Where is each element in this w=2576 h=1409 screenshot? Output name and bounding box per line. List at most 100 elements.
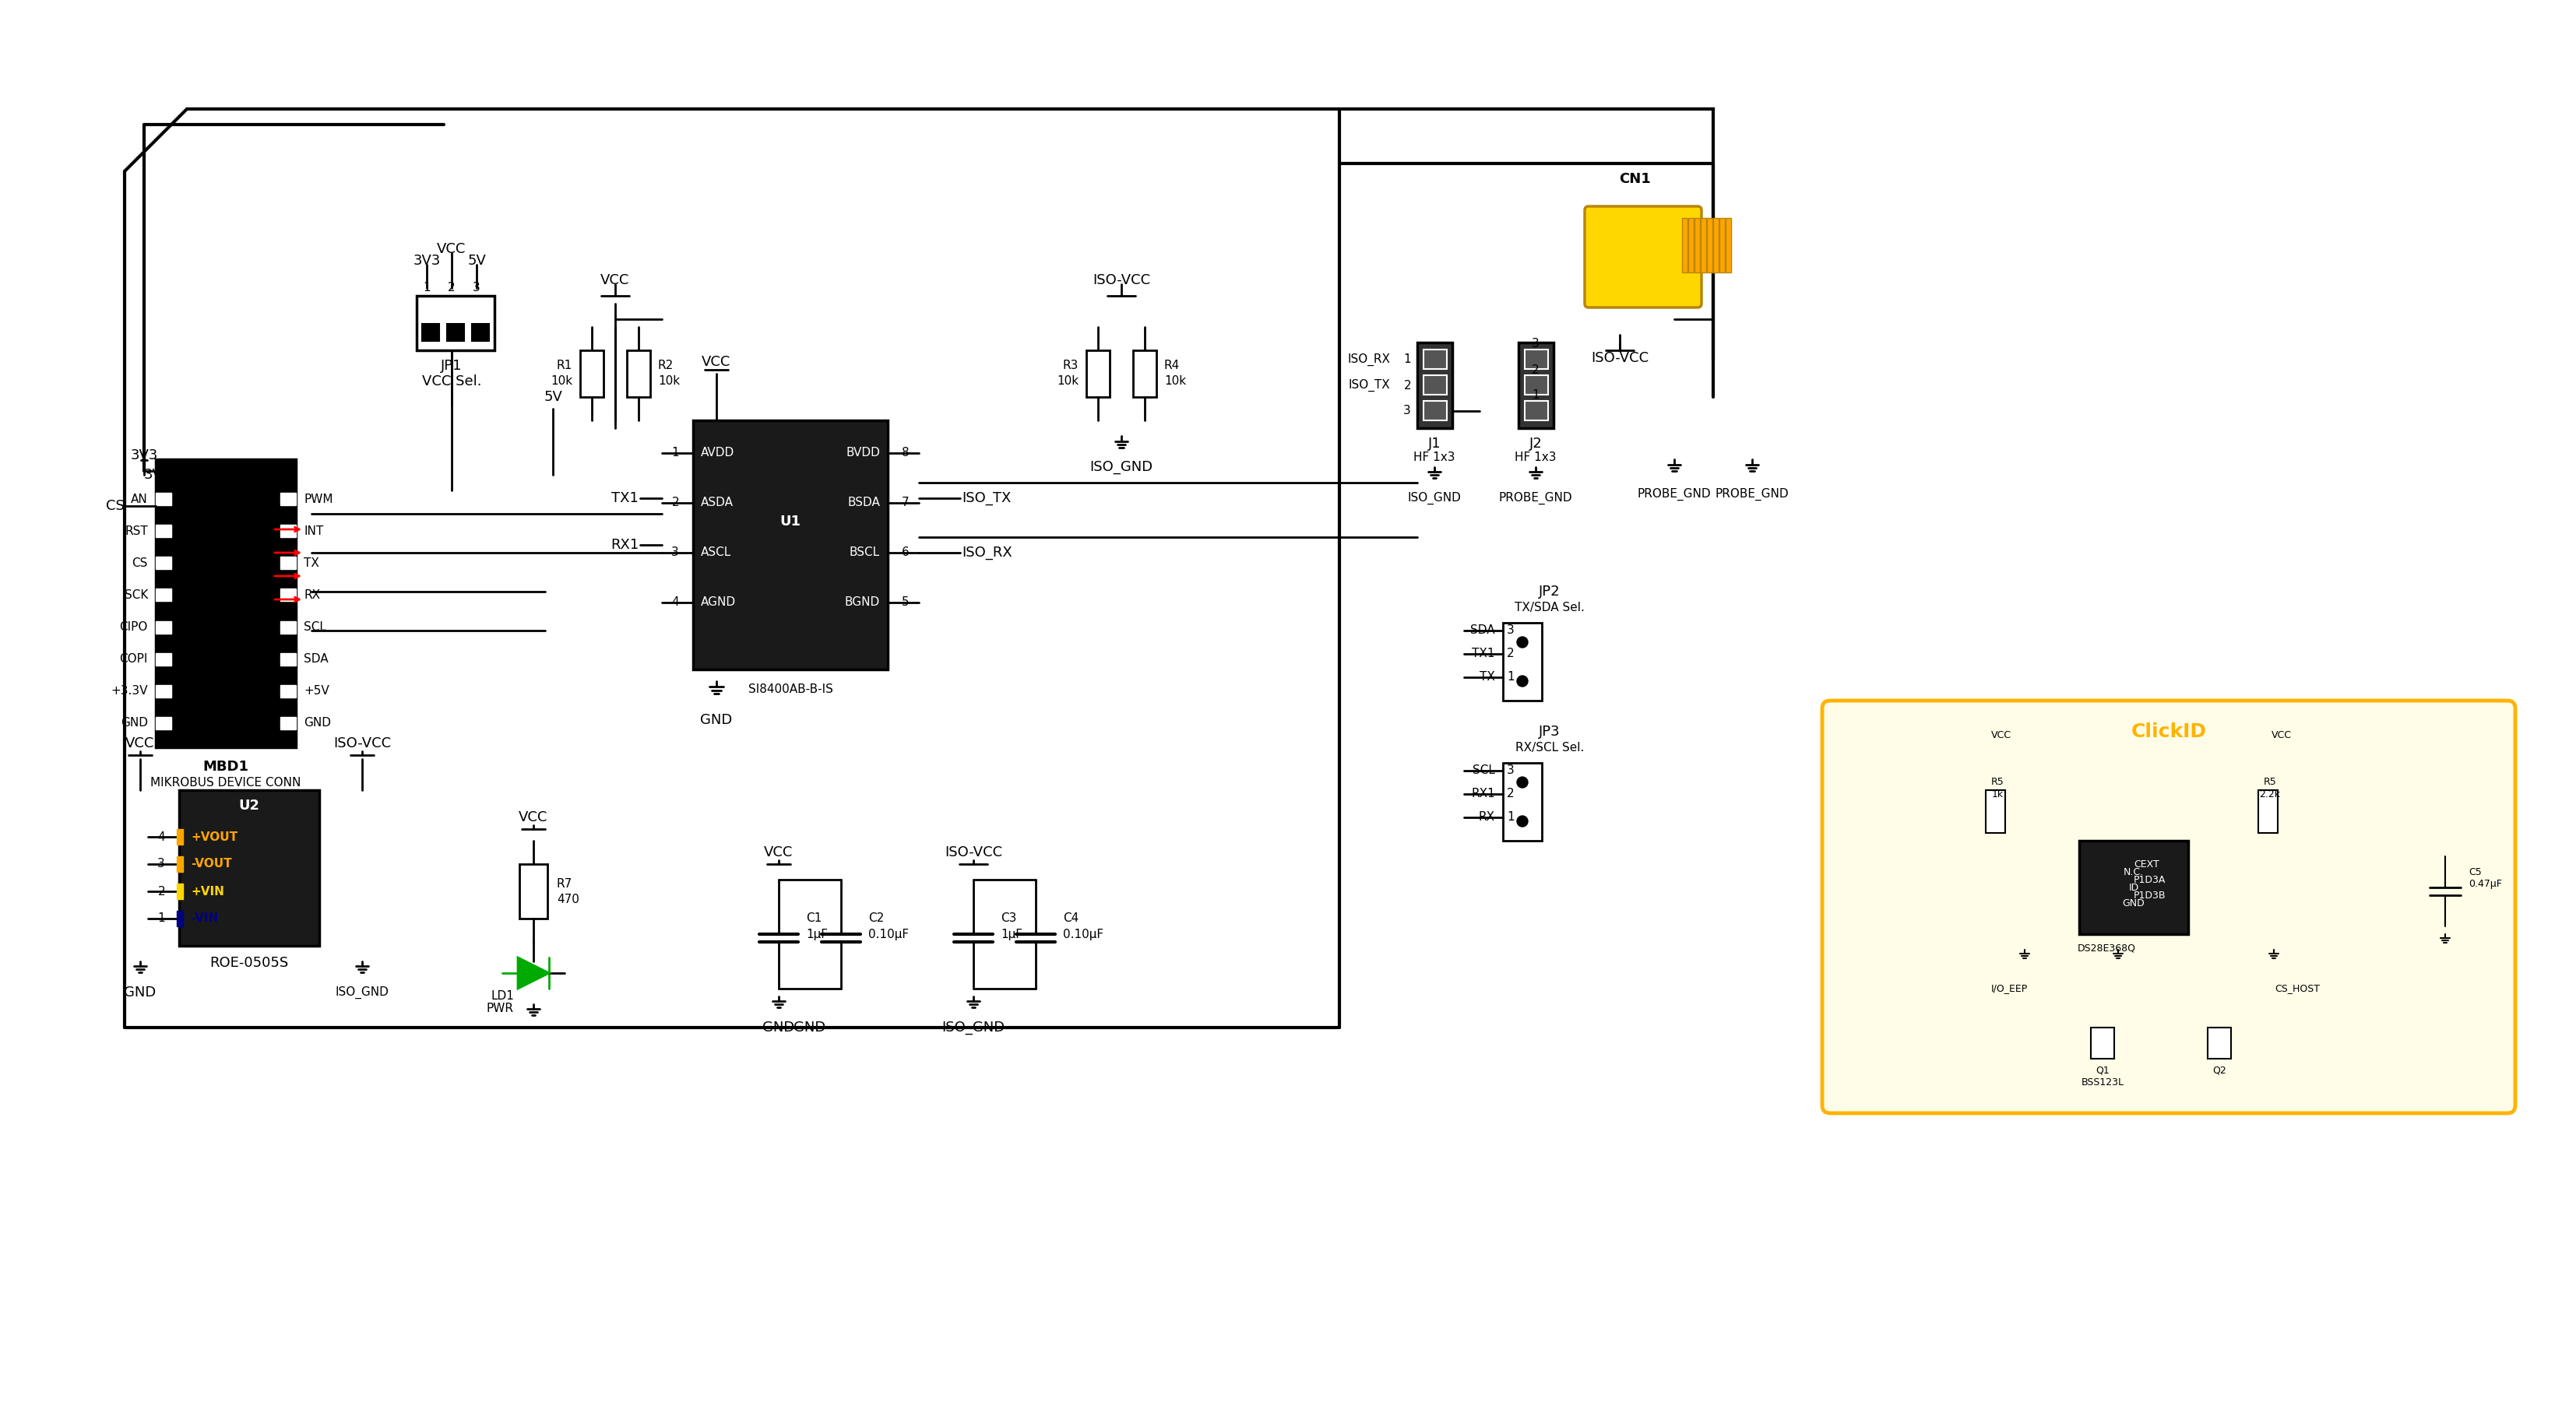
- Text: DS28E368Q: DS28E368Q: [2076, 943, 2136, 954]
- Text: 3: 3: [474, 282, 479, 294]
- Bar: [1525, 402, 1548, 420]
- Text: ROE-0505S: ROE-0505S: [209, 955, 289, 969]
- Text: N.C.: N.C.: [2123, 867, 2143, 876]
- Text: 2: 2: [1507, 788, 1515, 800]
- Text: RX: RX: [304, 589, 319, 600]
- Text: RST: RST: [124, 526, 147, 537]
- Text: Q1: Q1: [2097, 1065, 2110, 1075]
- Bar: [2079, 841, 2187, 934]
- Text: 1: 1: [1533, 390, 1540, 402]
- Text: ISO_GND: ISO_GND: [1090, 461, 1154, 473]
- Text: 3V3: 3V3: [144, 468, 173, 482]
- Text: VCC: VCC: [2272, 731, 2293, 741]
- Bar: [1687, 218, 1692, 272]
- Text: 3: 3: [1533, 338, 1540, 349]
- Text: 4: 4: [672, 596, 680, 609]
- Text: BGND: BGND: [845, 596, 881, 609]
- Bar: [155, 621, 173, 633]
- Bar: [1425, 375, 1448, 395]
- Bar: [178, 883, 183, 899]
- Text: 1: 1: [422, 282, 430, 294]
- Text: 3: 3: [1507, 624, 1515, 637]
- Text: VCC Sel.: VCC Sel.: [422, 375, 482, 389]
- Text: ISO-VCC: ISO-VCC: [332, 737, 392, 751]
- Bar: [1718, 218, 1726, 272]
- Text: CS: CS: [131, 557, 147, 569]
- Bar: [281, 652, 296, 665]
- Text: VCC: VCC: [765, 845, 793, 859]
- Text: ISO-VCC: ISO-VCC: [1592, 351, 1649, 365]
- FancyBboxPatch shape: [1584, 206, 1703, 307]
- Bar: [1726, 218, 1731, 272]
- Bar: [1708, 218, 1713, 272]
- Text: C4: C4: [1064, 913, 1079, 924]
- Text: BSS123L: BSS123L: [2081, 1076, 2125, 1088]
- Text: RX/SCL Sel.: RX/SCL Sel.: [1515, 741, 1584, 754]
- Text: ISO_RX: ISO_RX: [961, 545, 1012, 559]
- Text: 2: 2: [157, 885, 165, 898]
- Text: VCC: VCC: [701, 355, 732, 369]
- Bar: [155, 524, 173, 537]
- Text: MIKROBUS DEVICE CONN: MIKROBUS DEVICE CONN: [149, 776, 301, 788]
- Text: GND: GND: [304, 717, 330, 728]
- Bar: [1713, 218, 1718, 272]
- Text: U2: U2: [240, 799, 260, 813]
- Circle shape: [1517, 776, 1528, 788]
- Text: PROBE_GND: PROBE_GND: [1716, 488, 1788, 500]
- Text: BSDA: BSDA: [848, 497, 881, 509]
- Text: CN1: CN1: [1620, 172, 1651, 186]
- Text: GND: GND: [121, 717, 147, 728]
- Text: GND: GND: [2123, 898, 2146, 907]
- Text: RX: RX: [1479, 812, 1494, 823]
- Text: 3: 3: [1404, 406, 1412, 417]
- Text: VCC: VCC: [126, 737, 155, 751]
- Text: SDA: SDA: [1471, 624, 1494, 637]
- Text: 1µF: 1µF: [806, 929, 827, 940]
- Bar: [281, 589, 296, 602]
- Text: ISO_GND: ISO_GND: [335, 986, 389, 999]
- Bar: [281, 621, 296, 633]
- Bar: [281, 557, 296, 569]
- Text: ISO_TX: ISO_TX: [961, 492, 1010, 506]
- Bar: [155, 493, 173, 506]
- Bar: [417, 296, 495, 351]
- Text: AVDD: AVDD: [701, 447, 734, 459]
- Bar: [2092, 1027, 2115, 1058]
- Bar: [1087, 351, 1110, 397]
- Bar: [1502, 623, 1543, 700]
- Bar: [178, 828, 183, 844]
- Bar: [448, 324, 464, 341]
- Text: PROBE_GND: PROBE_GND: [1638, 488, 1710, 500]
- Text: 0.10µF: 0.10µF: [1064, 929, 1103, 940]
- Text: ISO_GND: ISO_GND: [1406, 492, 1461, 504]
- Text: PROBE_GND: PROBE_GND: [1499, 492, 1571, 504]
- Bar: [2208, 1027, 2231, 1058]
- Bar: [471, 324, 489, 341]
- Bar: [1525, 375, 1548, 395]
- Text: 5: 5: [902, 596, 909, 609]
- Text: R4: R4: [1164, 361, 1180, 372]
- Circle shape: [1517, 676, 1528, 686]
- Text: HF 1x3: HF 1x3: [1515, 452, 1556, 464]
- Text: +VIN: +VIN: [191, 885, 224, 898]
- Bar: [178, 857, 183, 872]
- Text: 1: 1: [1404, 354, 1412, 365]
- Text: 2: 2: [1533, 364, 1540, 376]
- Text: 2: 2: [448, 282, 456, 294]
- Text: PWM: PWM: [304, 493, 332, 504]
- Bar: [520, 864, 549, 919]
- Bar: [1986, 790, 2004, 833]
- Text: ISO-VCC: ISO-VCC: [1092, 273, 1151, 287]
- Bar: [2259, 790, 2277, 833]
- Text: JP1: JP1: [440, 359, 461, 373]
- Text: 8: 8: [902, 447, 909, 459]
- Text: VCC: VCC: [438, 242, 466, 256]
- Text: HF 1x3: HF 1x3: [1414, 452, 1455, 464]
- Text: P1D3A: P1D3A: [2133, 875, 2166, 885]
- Text: BVDD: BVDD: [845, 447, 881, 459]
- FancyBboxPatch shape: [1821, 700, 2514, 1113]
- Text: +5V: +5V: [304, 685, 330, 697]
- Text: ASDA: ASDA: [701, 497, 734, 509]
- Text: JP3: JP3: [1538, 724, 1561, 738]
- Text: GND: GND: [124, 985, 157, 999]
